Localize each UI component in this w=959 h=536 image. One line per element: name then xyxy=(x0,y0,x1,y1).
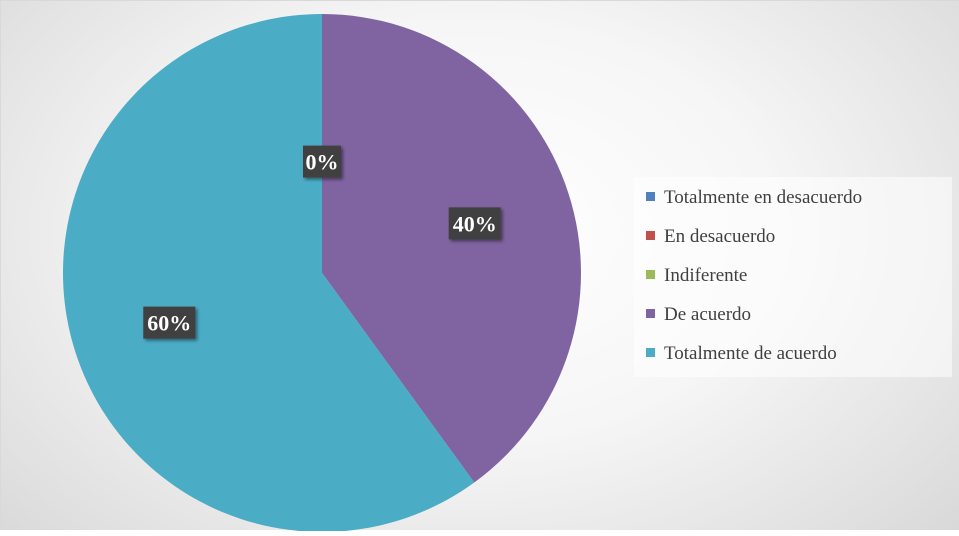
legend-label: Totalmente de acuerdo xyxy=(664,343,837,364)
legend-label: De acuerdo xyxy=(664,304,751,325)
legend-swatch xyxy=(646,309,655,318)
legend-item-indiferente: Indiferente xyxy=(646,265,747,286)
pie-slice-de-acuerdo xyxy=(322,14,581,483)
legend-item-de-acuerdo: De acuerdo xyxy=(646,304,751,325)
svg-text:40%: 40% xyxy=(453,211,497,236)
data-label-totalmente-de-acuerdo: 60% xyxy=(143,306,196,339)
data-label-de-acuerdo: 40% xyxy=(448,207,501,240)
pie-slice-totalmente-de-acuerdo xyxy=(62,14,475,532)
data-label-totalmente-en-desacuerdo: 0% xyxy=(303,145,341,178)
legend-swatch xyxy=(646,192,655,201)
legend-item-totalmente-en-desacuerdo: Totalmente en desacuerdo xyxy=(646,187,862,208)
legend-label: Totalmente en desacuerdo xyxy=(664,187,862,208)
legend-item-totalmente-de-acuerdo: Totalmente de acuerdo xyxy=(646,343,837,364)
svg-text:60%: 60% xyxy=(147,311,191,336)
legend-item-en-desacuerdo: En desacuerdo xyxy=(646,226,775,247)
legend-label: En desacuerdo xyxy=(664,226,775,247)
legend: Totalmente en desacuerdo En desacuerdo Ind… xyxy=(634,177,952,377)
legend-swatch xyxy=(646,348,655,357)
legend-label: Indiferente xyxy=(664,265,747,286)
legend-swatch xyxy=(646,231,655,240)
svg-text:0%: 0% xyxy=(306,150,339,175)
legend-swatch xyxy=(646,270,655,279)
